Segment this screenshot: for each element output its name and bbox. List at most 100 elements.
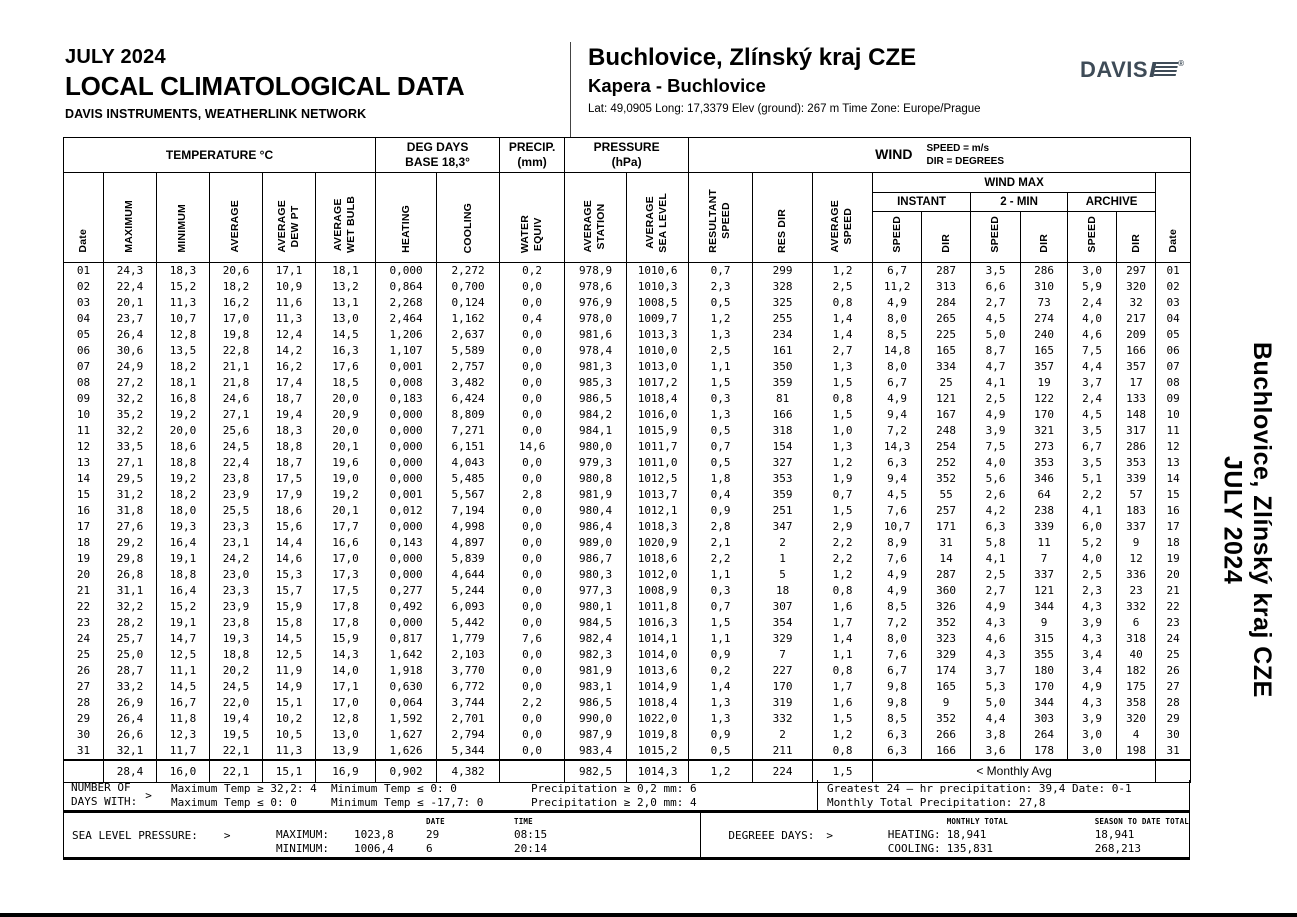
table-cell: 0,000	[375, 615, 438, 631]
table-cell: 1	[752, 551, 814, 567]
table-cell: 0,0	[499, 679, 566, 695]
table-cell: 1,2	[812, 455, 874, 471]
table-row: 17 27,6 19,3 23,3 15,6 17,7 0,000 4,998 0,0 986,4…	[63, 519, 1192, 535]
table-cell: 18,7	[262, 455, 316, 471]
table-cell: 28,7	[103, 663, 157, 679]
table-cell: 17,7	[314, 519, 377, 535]
table-cell: 1,2	[688, 311, 754, 327]
table-cell: 17,6	[314, 359, 377, 375]
climate-table: TEMPERATURE °C DEG DAYS BASE 18,3° PRECIP…	[62, 137, 1192, 783]
col-header-instant-dir: DIR	[921, 211, 972, 263]
table-cell: 2,3	[688, 279, 754, 295]
table-cell: 1022,0	[626, 711, 690, 727]
days-with-min-temp: Minimum Temp ≤ 0: 0 Minimum Temp ≤ -17,7…	[331, 782, 484, 809]
table-cell: 0,8	[812, 295, 874, 311]
table-cell: 353	[1020, 455, 1069, 471]
table-cell: 1,5	[688, 375, 754, 391]
table-row: 12 33,5 18,6 24,5 18,8 20,1 0,000 6,151 14,6 980,…	[63, 439, 1192, 455]
table-cell: 2,5	[812, 279, 874, 295]
table-cell: 980,0	[564, 439, 628, 455]
table-cell: 12,4	[262, 327, 316, 343]
table-cell: 0,0	[499, 599, 566, 615]
table-row: 02 22,4 15,2 18,2 10,9 13,2 0,864 0,700 0,0 978,6…	[63, 279, 1192, 295]
table-cell: 0,5	[688, 295, 754, 311]
table-cell: 32,1	[103, 743, 157, 760]
table-cell: 19	[1155, 551, 1192, 567]
table-cell: 6,7	[1067, 439, 1118, 455]
table-cell: 17,1	[314, 679, 377, 695]
table-cell: 12	[1155, 439, 1192, 455]
table-cell: 8,9	[872, 535, 923, 551]
col-header-water-equiv: WATER EQUIV	[499, 172, 566, 263]
table-cell: 40	[1116, 647, 1157, 663]
table-cell: 14,5	[262, 631, 316, 647]
table-cell: 1,4	[812, 311, 874, 327]
table-cell: 6,151	[436, 439, 501, 455]
table-cell: 06	[1155, 343, 1192, 359]
table-cell: 1,5	[812, 711, 874, 727]
table-cell: 23,7	[103, 311, 157, 327]
table-cell: 57	[1116, 487, 1157, 503]
table-cell: 1015,9	[626, 423, 690, 439]
table-cell: 2,2	[1067, 487, 1118, 503]
table-cell: 8,7	[970, 343, 1022, 359]
substation-name: Kapera - Buchlovice	[588, 75, 766, 96]
table-cell: 27	[1155, 679, 1192, 695]
table-cell: 30	[1155, 727, 1192, 743]
table-cell: 1,6	[812, 599, 874, 615]
table-cell: 1,2	[812, 262, 874, 279]
table-cell: 0,0	[499, 647, 566, 663]
table-cell: 2	[752, 535, 814, 551]
report-subtitle: DAVIS INSTRUMENTS, WEATHERLINK NETWORK	[65, 107, 367, 121]
table-cell: 7	[1020, 551, 1069, 567]
table-cell: 0,0	[499, 295, 566, 311]
table-cell: 14,5	[314, 327, 377, 343]
table-cell: 1,7	[812, 615, 874, 631]
table-cell: 18,8	[156, 455, 210, 471]
table-cell: 25	[1155, 647, 1192, 663]
table-cell: 0,183	[375, 391, 438, 407]
table-cell: 0,817	[375, 631, 438, 647]
table-cell: 352	[921, 615, 972, 631]
table-cell: 248	[921, 423, 972, 439]
table-cell: 20,0	[314, 423, 377, 439]
table-cell: 234	[752, 327, 814, 343]
table-cell: 6,093	[436, 599, 501, 615]
table-cell: 3,5	[1067, 423, 1118, 439]
table-cell: 238	[1020, 503, 1069, 519]
table-cell: 10,5	[262, 727, 316, 743]
table-cell: 24	[63, 631, 104, 647]
table-cell: 4,2	[970, 503, 1022, 519]
table-cell: 1,8	[688, 471, 754, 487]
table-cell: 986,5	[564, 391, 628, 407]
table-cell: 1,9	[812, 471, 874, 487]
table-cell: 10,2	[262, 711, 316, 727]
table-cell: 03	[1155, 295, 1192, 311]
table-cell: 11,3	[156, 295, 210, 311]
table-cell: 0,630	[375, 679, 438, 695]
table-cell: 287	[921, 262, 972, 279]
table-cell: 4,0	[1067, 551, 1118, 567]
table-cell: 5,6	[970, 471, 1022, 487]
group-temperature: TEMPERATURE °C	[62, 137, 377, 173]
table-cell: 16,0	[156, 759, 210, 783]
table-cell: 1,779	[436, 631, 501, 647]
table-cell: 2,2	[812, 535, 874, 551]
table-cell: 06	[63, 343, 104, 359]
table-cell: 18,8	[209, 647, 263, 663]
table-cell: 15,9	[314, 631, 377, 647]
table-cell: 0,0	[499, 503, 566, 519]
table-cell: 23,8	[209, 471, 263, 487]
table-cell: 22	[1155, 599, 1192, 615]
table-cell: 5,344	[436, 743, 501, 760]
table-cell: 4,9	[872, 583, 923, 599]
table-cell: 12,8	[314, 711, 377, 727]
table-cell: 09	[63, 391, 104, 407]
table-cell: 2,5	[970, 567, 1022, 583]
table-cell: 339	[1116, 471, 1157, 487]
table-cell: 31	[921, 535, 972, 551]
table-cell: 332	[752, 711, 814, 727]
table-cell: 4,9	[872, 295, 923, 311]
table-cell: 981,9	[564, 487, 628, 503]
table-cell: 25,5	[209, 503, 263, 519]
